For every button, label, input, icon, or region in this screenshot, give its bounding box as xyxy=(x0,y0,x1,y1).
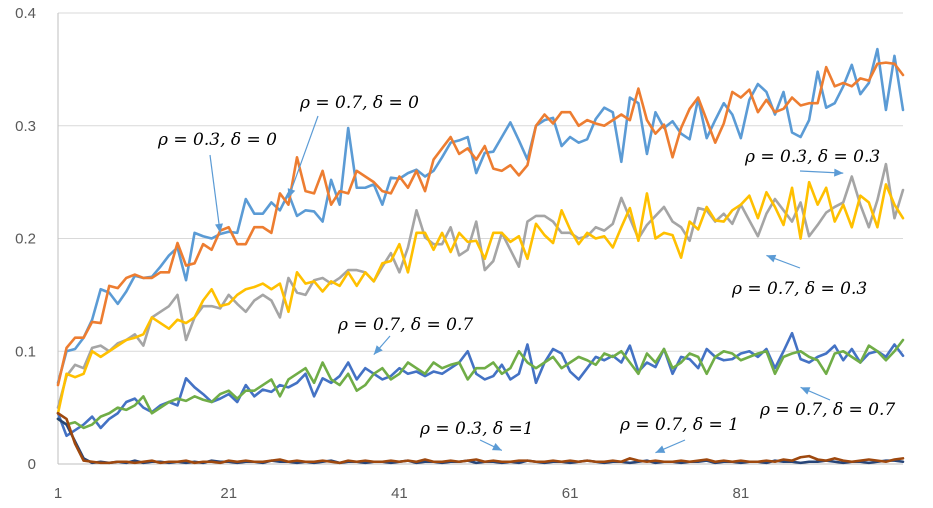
annotation-arrowhead xyxy=(287,188,296,198)
annotation-arrowhead xyxy=(800,387,811,395)
x-tick-label: 61 xyxy=(562,485,579,502)
annotation-label: ρ = 0.7, δ = 0.7 xyxy=(759,400,895,420)
annotation-arrowhead xyxy=(215,223,223,233)
y-tick-label: 0.1 xyxy=(15,343,36,360)
annotation-arrowhead xyxy=(766,254,777,263)
series-line-6 xyxy=(56,338,905,430)
annotation-label: ρ = 0.7, δ = 0 xyxy=(299,93,419,113)
annotation-arrowhead xyxy=(655,445,666,453)
annotations: ρ = 0.7, δ = 0 ρ = 0.3, δ = 0 ρ = 0.3, δ =… xyxy=(157,93,895,454)
x-axis-ticks: 1 21 41 61 81 xyxy=(54,485,749,502)
annotation-label: ρ = 0.7, δ = 0.3 xyxy=(731,279,867,299)
series-line-1 xyxy=(56,47,905,385)
y-tick-label: 0.4 xyxy=(15,5,36,22)
y-tick-label: 0.2 xyxy=(15,231,36,248)
annotation-arrow xyxy=(209,154,221,233)
y-tick-label: 0.3 xyxy=(15,118,36,135)
annotation-arrow xyxy=(287,115,319,199)
series-line-8 xyxy=(56,411,905,465)
series-line-4 xyxy=(56,180,905,415)
annotation-arrowhead xyxy=(373,345,383,355)
y-axis-ticks: 0 0.1 0.2 0.3 0.4 xyxy=(15,5,36,473)
annotation-label: ρ = 0.7, δ = 1 xyxy=(619,415,739,435)
annotation-arrowhead xyxy=(834,168,844,177)
annotation-label: ρ = 0.3, δ =1 xyxy=(419,419,534,439)
series-line-2 xyxy=(56,61,905,387)
series-lines xyxy=(56,47,905,465)
x-tick-label: 1 xyxy=(54,485,62,502)
annotation-label: ρ = 0.3, δ = 0 xyxy=(157,130,277,150)
x-tick-label: 81 xyxy=(732,485,749,502)
x-tick-label: 41 xyxy=(391,485,408,502)
annotation-label: ρ = 0.7, δ = 0.7 xyxy=(337,315,473,335)
x-tick-label: 21 xyxy=(220,485,237,502)
y-tick-label: 0 xyxy=(28,456,36,473)
annotation-arrowhead xyxy=(491,442,502,451)
annotation-label: ρ = 0.3, δ = 0.3 xyxy=(744,147,880,167)
